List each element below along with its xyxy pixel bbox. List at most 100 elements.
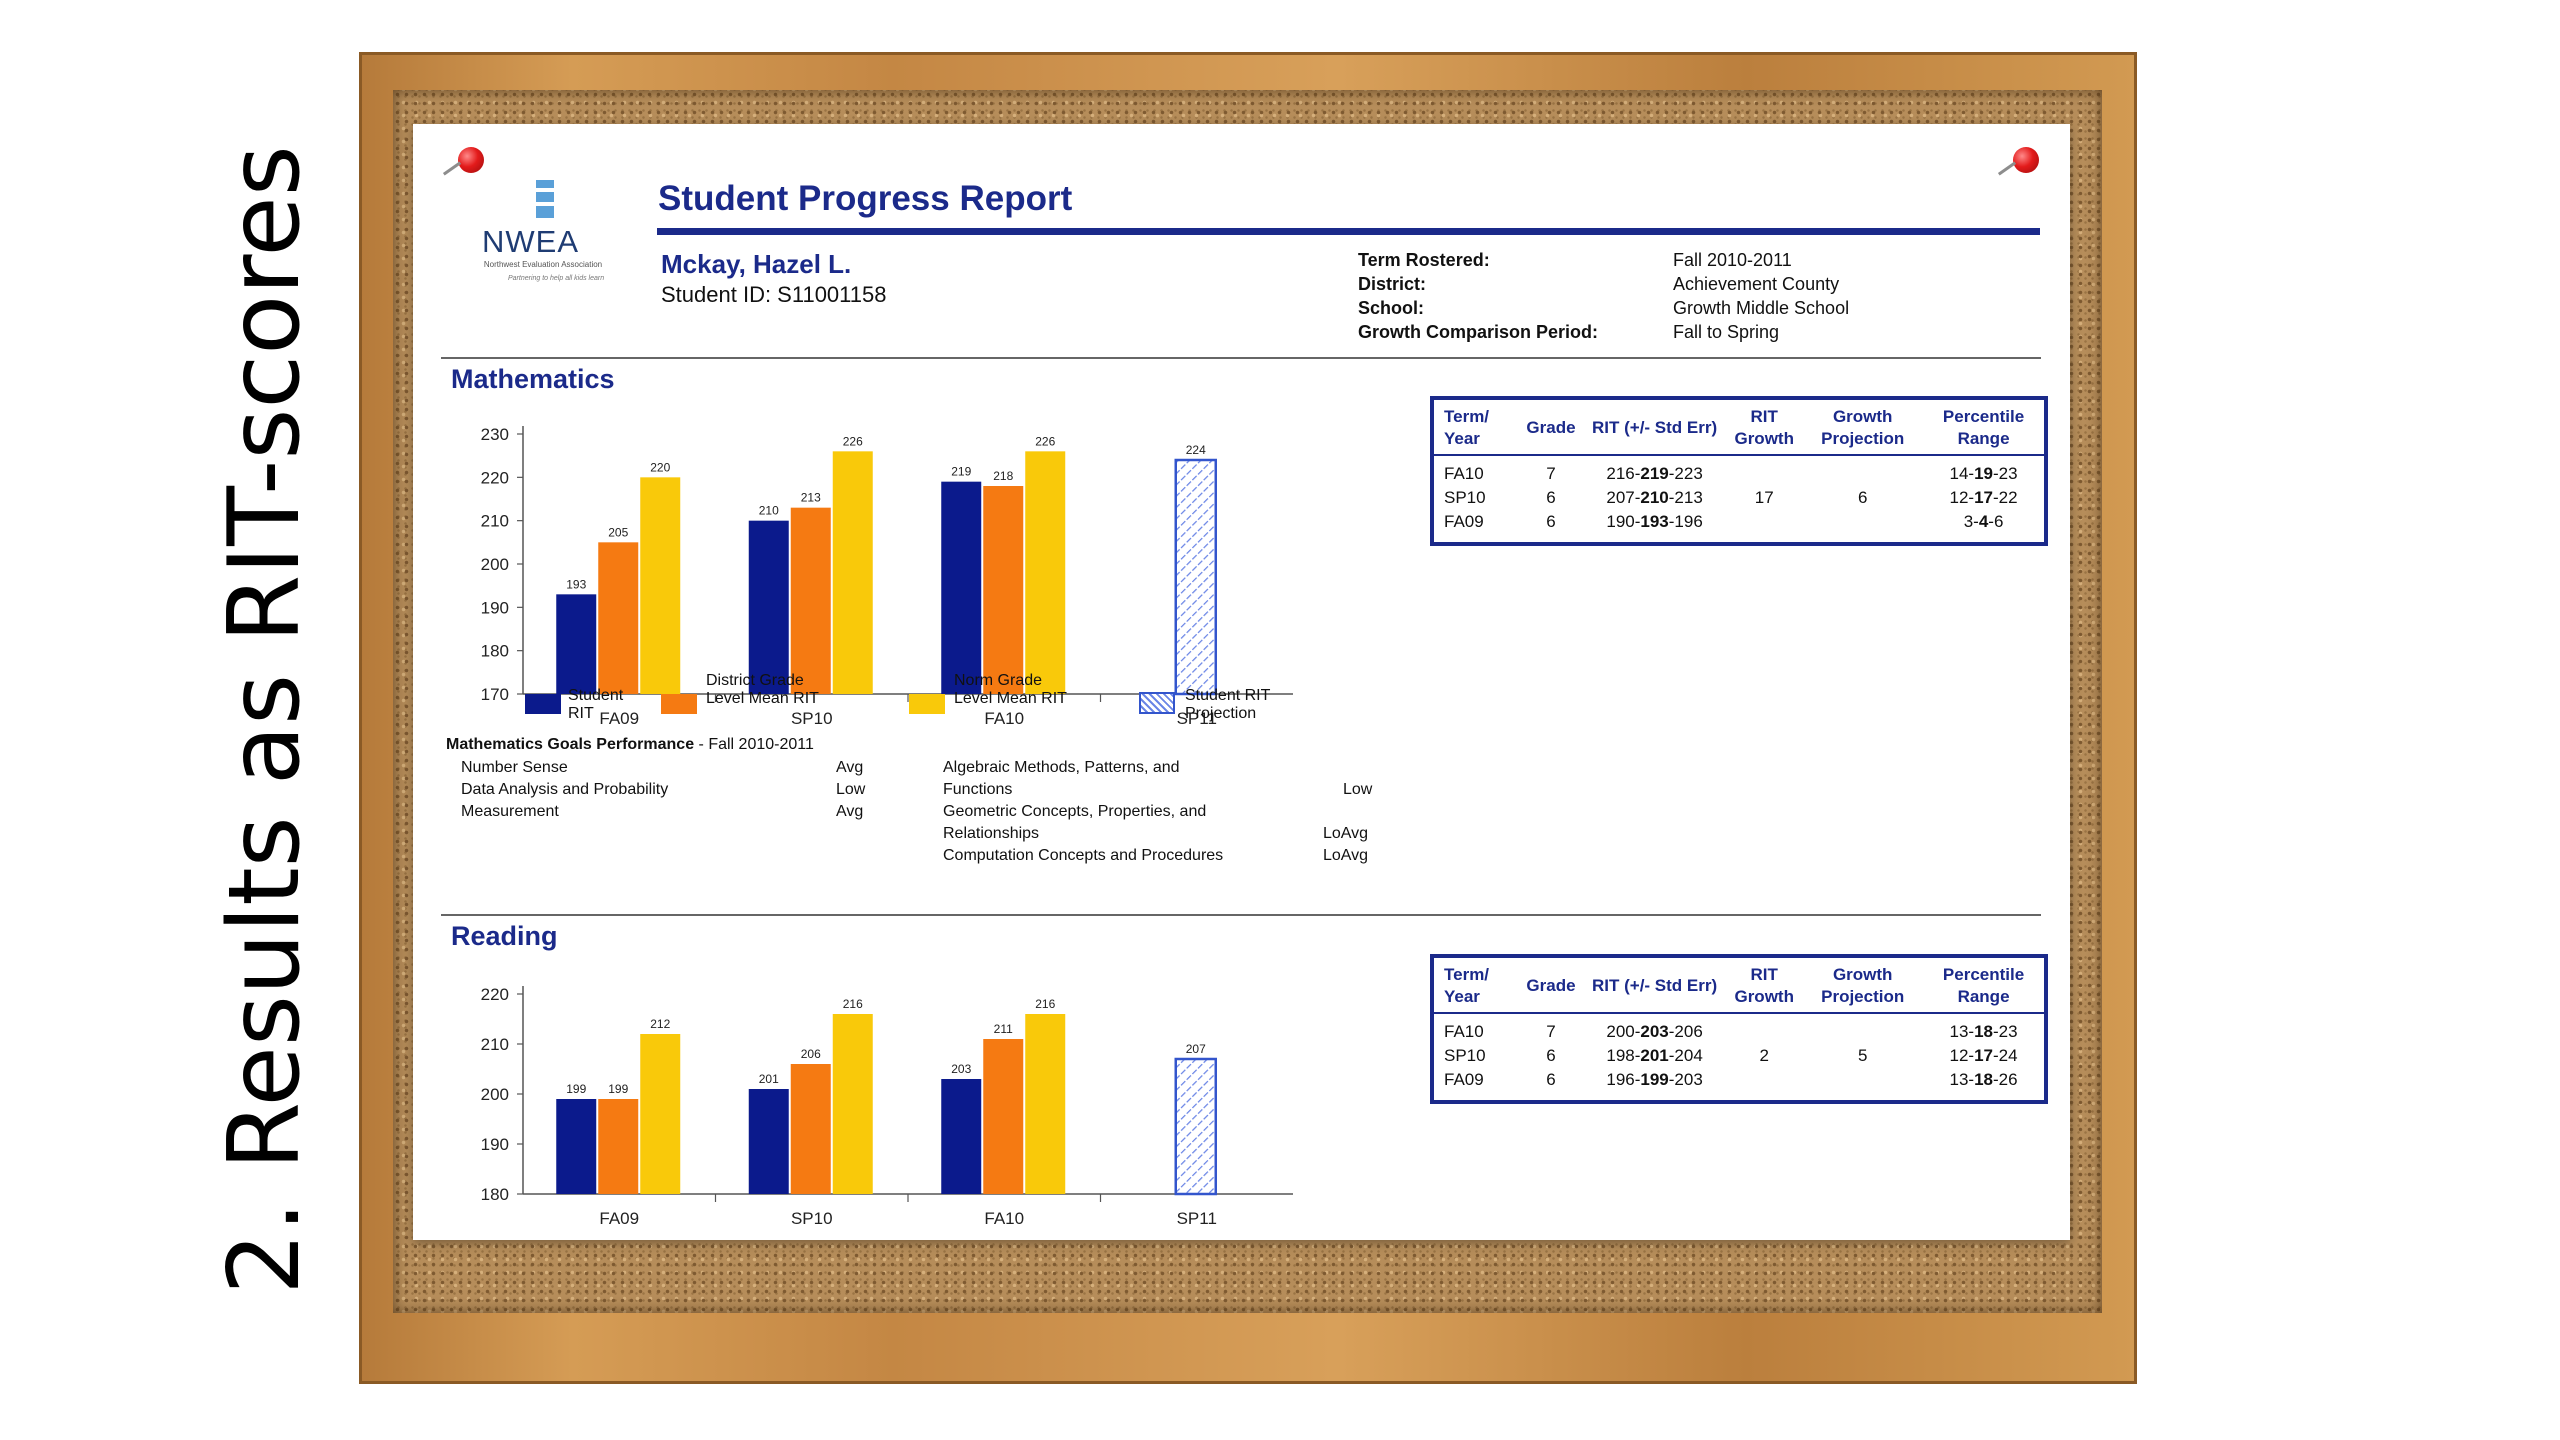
x-tick-label: SP10 [791, 709, 833, 728]
report-paper: NWEA Northwest Evaluation Association Pa… [413, 124, 2070, 1240]
col-header-grade: Grade [1519, 400, 1583, 456]
bar-norm [1025, 451, 1066, 694]
col-header-percentile: Percentile Range [1923, 958, 2044, 1014]
rit-high: -204 [1668, 1046, 1703, 1065]
meta-value: Fall to Spring [1673, 322, 1780, 342]
cell-term: SP10 [1444, 1046, 1486, 1065]
pct-high: -6 [1988, 512, 2004, 531]
bar-district [983, 486, 1024, 694]
data-label: 219 [951, 465, 971, 479]
col-header-growth-projection: Growth Projection [1802, 958, 1924, 1014]
logo-bar [536, 192, 554, 202]
legend-district-swatch [661, 694, 697, 714]
goals-heading: Mathematics Goals Performance - Fall 201… [446, 736, 814, 754]
cell-rit-growth [1726, 510, 1802, 542]
bar-norm [832, 451, 873, 694]
data-label: 205 [608, 525, 628, 539]
cell-growth-projection: 6 [1857, 488, 1868, 507]
data-label: 213 [801, 491, 821, 505]
cell-percentile: 13-18-23 [1923, 1013, 2044, 1044]
meta-value: Fall 2010-2011 [1673, 250, 1792, 270]
x-tick-label: FA09 [599, 1209, 639, 1228]
legend-student-label: Student RIT [568, 687, 624, 722]
cell-rit: 216-219-223 [1583, 455, 1726, 486]
bar-student [941, 1079, 982, 1194]
col-header-grade: Grade [1519, 958, 1583, 1014]
y-tick-label: 200 [481, 555, 509, 574]
goal-name: Functions [943, 781, 1013, 798]
data-label: 207 [1186, 1042, 1206, 1056]
reading-score-table-grid: Term/ Year Grade RIT (+/- Std Err) RIT G… [1434, 958, 2044, 1100]
student-name: Mckay, Hazel L. [661, 249, 852, 279]
data-label: 212 [650, 1017, 670, 1031]
cell-growth-projection [1802, 1068, 1923, 1100]
y-tick-label: 220 [481, 468, 509, 487]
goal-level: LoAvg [1323, 825, 1369, 842]
logo-bar [536, 180, 554, 188]
cell-term: SP10 [1444, 488, 1486, 507]
pct-high: -23 [1993, 1022, 2018, 1041]
x-tick-label: SP11 [1177, 709, 1217, 728]
meta-value: Growth Middle School [1673, 298, 1850, 318]
x-tick-label: FA10 [984, 709, 1024, 728]
rit-low: 207- [1606, 488, 1641, 507]
rit-low: 190- [1606, 512, 1641, 531]
meta-label: Growth Comparison Period: [1358, 322, 1599, 342]
table-header-row: Term/ Year Grade RIT (+/- Std Err) RIT G… [1434, 400, 2044, 456]
meta-label: Term Rostered: [1358, 250, 1490, 270]
pct-score: 19 [1974, 464, 1994, 483]
data-label: 206 [801, 1047, 821, 1061]
rit-high: -223 [1668, 464, 1703, 483]
cell-rit-growth [1726, 1013, 1802, 1044]
nwea-logo: NWEA Northwest Evaluation Association Pa… [448, 180, 638, 290]
cell-grade: 6 [1546, 1046, 1556, 1065]
table-row: FA10 7 216-219-223 14-19-23 [1434, 455, 2044, 486]
table-header-row: Term/ Year Grade RIT (+/- Std Err) RIT G… [1434, 958, 2044, 1014]
cell-grade: 6 [1546, 488, 1556, 507]
y-tick-label: 220 [481, 985, 509, 1004]
bar-student [556, 1099, 597, 1194]
goal-name: Algebraic Methods, Patterns, and [943, 759, 1180, 776]
rit-low: 200- [1606, 1022, 1641, 1041]
legend-student-swatch [525, 694, 561, 714]
bar-norm [640, 1034, 681, 1194]
cell-grade: 7 [1546, 1022, 1556, 1041]
legend-projection-label: Student RIT Projection [1185, 687, 1271, 722]
cell-growth-projection: 5 [1857, 1046, 1868, 1065]
math-score-table: Term/ Year Grade RIT (+/- Std Err) RIT G… [1430, 396, 2048, 546]
cell-growth-projection [1802, 510, 1923, 542]
data-label: 216 [1035, 997, 1055, 1011]
bar-norm [640, 477, 681, 694]
x-tick-label: SP11 [1177, 1209, 1217, 1228]
goal-name: Relationships [943, 825, 1040, 842]
table-row: FA09 6 196-199-203 13-18-26 [1434, 1068, 2044, 1100]
data-label: 226 [843, 434, 863, 448]
data-label: 193 [566, 577, 586, 591]
legend-projection-swatch [1139, 692, 1175, 714]
pct-score: 18 [1974, 1022, 1994, 1041]
cell-growth-projection [1802, 1013, 1923, 1044]
rit-high: -213 [1668, 488, 1703, 507]
cell-percentile: 12-17-22 [1923, 486, 2044, 510]
y-tick-label: 180 [481, 1185, 509, 1204]
data-label: 203 [951, 1062, 971, 1076]
pct-score: 4 [1978, 512, 1989, 531]
cell-term: FA10 [1444, 464, 1484, 483]
bar-norm [1025, 1014, 1066, 1194]
logo-name: NWEA [482, 224, 579, 259]
pct-low: 13- [1949, 1070, 1975, 1089]
x-tick-label: SP10 [791, 1209, 833, 1228]
cell-term: FA09 [1444, 1070, 1484, 1089]
table-row: SP10 6 207-210-213 17 6 12-17-22 [1434, 486, 2044, 510]
rit-high: -196 [1668, 512, 1703, 531]
col-header-percentile: Percentile Range [1923, 400, 2044, 456]
table-row: SP10 6 198-201-204 2 5 12-17-24 [1434, 1044, 2044, 1068]
goals-heading-text: Mathematics Goals Performance [446, 736, 695, 753]
pct-low: 14- [1949, 464, 1975, 483]
pct-low: 12- [1949, 488, 1975, 507]
math-chart: 170 180 190 200 210 220 230 FA09 193 205 220 SP10 21… [481, 425, 1293, 728]
section-divider [441, 914, 2041, 916]
rit-score: 203 [1640, 1022, 1669, 1041]
logo-tagline: Partnering to help all kids learn [508, 275, 605, 282]
rit-score: 201 [1640, 1046, 1669, 1065]
